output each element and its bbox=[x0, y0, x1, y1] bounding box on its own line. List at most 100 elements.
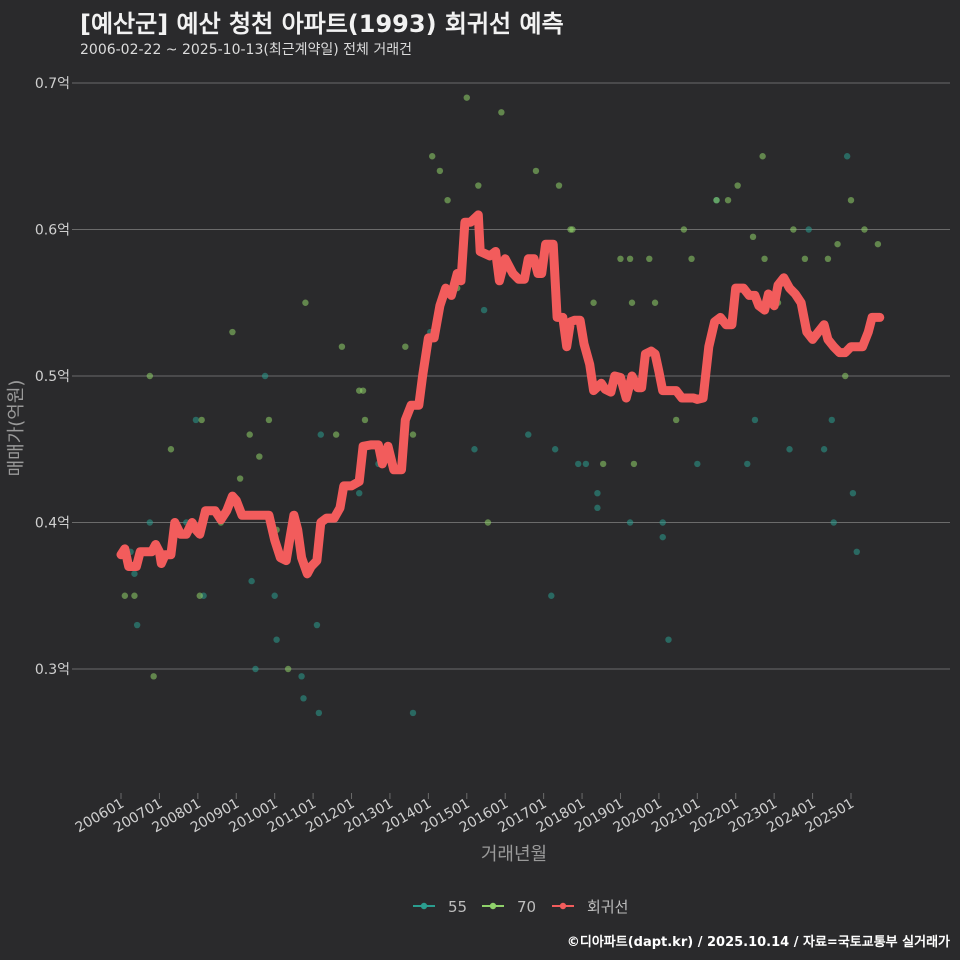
point-s55 bbox=[273, 636, 280, 643]
point-s70 bbox=[167, 446, 175, 453]
point-s70 bbox=[436, 167, 444, 175]
x-axis-label: 거래년월 bbox=[481, 844, 547, 865]
point-s55 bbox=[582, 460, 590, 468]
point-s55 bbox=[315, 709, 323, 717]
point-s70 bbox=[734, 182, 741, 189]
legend-swatch-dot bbox=[420, 902, 428, 910]
y-axis-ticks: 0.3억 0.4억 0.5억 0.6억 0.7억 bbox=[35, 76, 78, 678]
point-s55 bbox=[252, 665, 259, 673]
point-s55 bbox=[298, 673, 305, 680]
gridlines bbox=[78, 82, 950, 670]
y-tick-label: 0.6억 bbox=[35, 223, 70, 239]
point-s70 bbox=[874, 240, 882, 248]
point-s70 bbox=[361, 416, 369, 424]
point-s70 bbox=[680, 226, 688, 233]
legend-swatch-dot bbox=[489, 902, 497, 910]
point-s70 bbox=[590, 299, 597, 306]
point-s70 bbox=[359, 387, 367, 394]
point-s55 bbox=[471, 446, 478, 453]
point-s70 bbox=[150, 673, 157, 680]
point-s70 bbox=[842, 372, 849, 380]
point-s55 bbox=[659, 519, 666, 526]
point-s70 bbox=[284, 665, 292, 673]
point-s70 bbox=[801, 255, 809, 262]
point-s70 bbox=[834, 240, 841, 248]
y-tick-label: 0.5억 bbox=[35, 369, 70, 385]
point-s55 bbox=[480, 306, 488, 314]
point-s70 bbox=[402, 343, 409, 350]
point-s70 bbox=[651, 299, 659, 306]
point-s70 bbox=[246, 431, 253, 438]
point-s70 bbox=[672, 416, 680, 424]
point-s55 bbox=[751, 416, 759, 424]
point-s70 bbox=[759, 153, 766, 160]
point-s55 bbox=[409, 709, 417, 717]
point-s55 bbox=[131, 570, 138, 577]
chart-title: [예산군] 예산 청천 아파트(1993) 회귀선 예측 bbox=[80, 10, 564, 38]
point-s70 bbox=[646, 255, 653, 262]
point-s70 bbox=[713, 197, 720, 204]
legend-label: 70 bbox=[517, 898, 536, 916]
y-axis-label: 매매가(억원) bbox=[6, 380, 27, 477]
point-s55 bbox=[575, 460, 582, 468]
point-s55 bbox=[356, 490, 363, 497]
point-s70 bbox=[599, 460, 607, 468]
point-s55 bbox=[849, 490, 857, 497]
point-s70 bbox=[847, 197, 855, 204]
x-axis-ticks: 2006012007012008012009012010012011012012… bbox=[73, 793, 857, 836]
point-s55 bbox=[594, 504, 601, 512]
point-s55 bbox=[744, 460, 751, 468]
point-s70 bbox=[444, 197, 451, 204]
point-s70 bbox=[861, 226, 868, 233]
point-s55 bbox=[805, 226, 812, 233]
point-s70 bbox=[790, 226, 797, 233]
point-s55 bbox=[843, 153, 851, 160]
point-s55 bbox=[300, 695, 307, 702]
point-s70 bbox=[236, 475, 244, 482]
legend-label: 55 bbox=[448, 898, 467, 916]
point-s55 bbox=[665, 636, 672, 643]
point-s70 bbox=[265, 416, 273, 424]
point-s70 bbox=[617, 255, 624, 262]
point-s70 bbox=[256, 453, 263, 460]
point-s55 bbox=[133, 621, 141, 629]
point-s55 bbox=[248, 577, 255, 585]
point-s55 bbox=[786, 446, 793, 453]
source-credit: ©디아파트(dapt.kr) / 2025.10.14 / 자료=국토교통부 실… bbox=[566, 935, 950, 950]
point-s55 bbox=[525, 431, 532, 438]
point-s55 bbox=[853, 548, 860, 555]
chart-subtitle: 2006-02-22 ~ 2025-10-13(최근계약일) 전체 거래건 bbox=[80, 42, 412, 58]
point-s70 bbox=[569, 226, 576, 233]
point-s55 bbox=[830, 519, 837, 526]
y-tick-label: 0.3억 bbox=[35, 662, 70, 678]
legend-swatch-dot bbox=[559, 902, 567, 910]
point-s70 bbox=[302, 299, 309, 306]
point-s70 bbox=[332, 431, 340, 438]
point-s70 bbox=[338, 343, 346, 350]
point-s70 bbox=[463, 94, 470, 101]
point-s55 bbox=[659, 533, 666, 541]
trend-line-path bbox=[116, 210, 885, 579]
point-s70 bbox=[532, 167, 540, 175]
point-s70 bbox=[824, 255, 832, 262]
point-s70 bbox=[555, 182, 563, 189]
point-s55 bbox=[548, 592, 555, 599]
point-s55 bbox=[317, 431, 324, 438]
point-s70 bbox=[229, 328, 236, 336]
point-s70 bbox=[749, 233, 757, 241]
point-s70 bbox=[121, 592, 129, 599]
point-s55 bbox=[261, 372, 269, 380]
point-s55 bbox=[192, 416, 200, 424]
point-s70 bbox=[628, 299, 636, 306]
point-s55 bbox=[626, 519, 634, 526]
legend: 55 70 회귀선 bbox=[413, 898, 628, 916]
point-s70 bbox=[409, 431, 417, 438]
point-s70 bbox=[724, 197, 732, 204]
point-s55 bbox=[551, 446, 559, 453]
trend-line bbox=[116, 210, 885, 579]
point-s55 bbox=[820, 446, 828, 453]
point-s70 bbox=[196, 592, 203, 599]
point-s70 bbox=[630, 460, 638, 468]
point-s70 bbox=[626, 255, 634, 262]
